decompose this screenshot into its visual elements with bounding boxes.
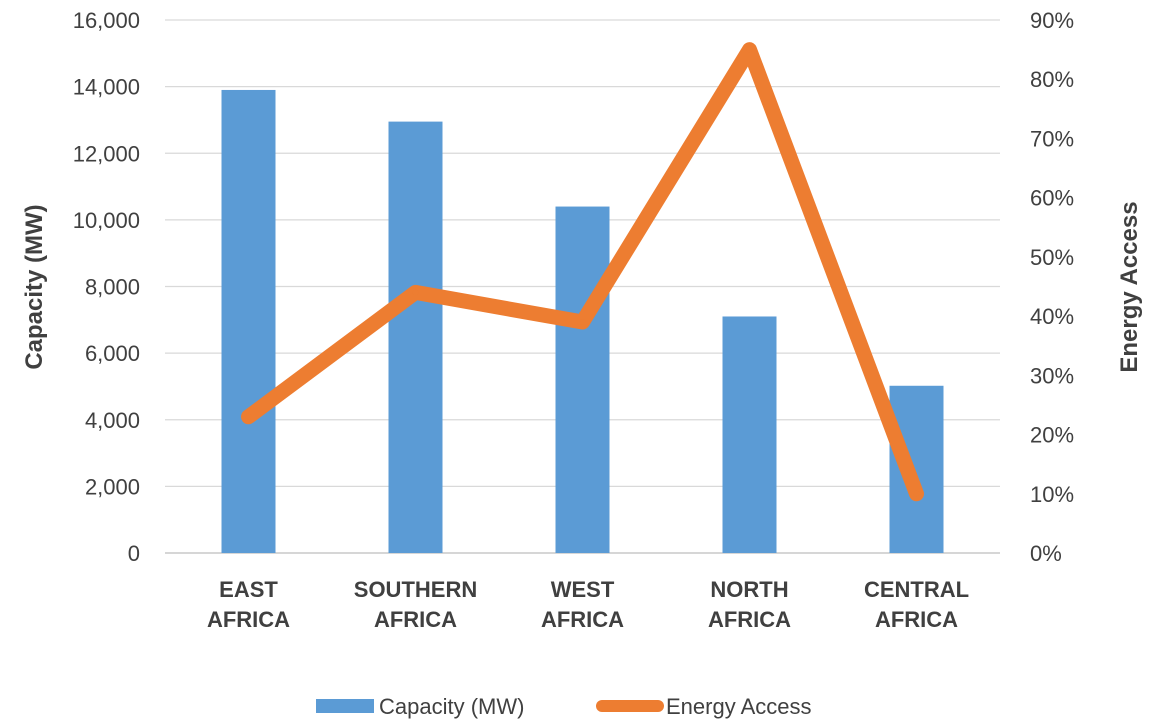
left-axis-ticks: 0 2,000 4,000 6,000 8,000 10,000 12,000 14,000 1…	[73, 8, 140, 566]
energy-access-point	[412, 289, 419, 296]
left-tick-label: 14,000	[73, 75, 140, 100]
left-tick-label: 16,000	[73, 8, 140, 33]
bar-capacity	[221, 89, 276, 554]
right-tick-label: 20%	[1030, 423, 1074, 448]
energy-access-line-layer	[241, 42, 924, 502]
left-tick-label: 6,000	[85, 341, 140, 366]
left-tick-label: 8,000	[85, 275, 140, 300]
right-tick-label: 90%	[1030, 8, 1074, 33]
bar-capacity	[388, 121, 443, 554]
energy-access-point	[245, 413, 252, 420]
legend-swatch-capacity	[316, 699, 374, 713]
left-tick-label: 2,000	[85, 474, 140, 499]
category-labels: EAST AFRICA SOUTHERN AFRICA WEST AFRICA NORTH A…	[207, 577, 969, 632]
energy-access-point	[579, 319, 586, 326]
capacity-bars	[221, 89, 944, 554]
category-label: EAST AFRICA	[207, 577, 290, 632]
right-tick-label: 60%	[1030, 186, 1074, 211]
category-label: NORTH AFRICA	[708, 577, 791, 632]
category-label: WEST AFRICA	[541, 577, 624, 632]
legend-label-capacity: Capacity (MW)	[379, 694, 524, 719]
category-label: SOUTHERN AFRICA	[354, 577, 477, 632]
legend: Capacity (MW) Energy Access	[316, 694, 812, 719]
bar-capacity	[555, 206, 610, 554]
left-axis-title: Capacity (MW)	[21, 204, 48, 369]
right-tick-label: 40%	[1030, 304, 1074, 329]
left-tick-label: 12,000	[73, 141, 140, 166]
left-tick-label: 0	[128, 541, 140, 566]
legend-label-energy-access: Energy Access	[666, 694, 812, 719]
right-tick-label: 70%	[1030, 126, 1074, 151]
bar-capacity	[722, 316, 777, 553]
right-tick-label: 0%	[1030, 541, 1062, 566]
energy-access-point	[913, 490, 920, 497]
category-label: CENTRAL AFRICA	[864, 577, 969, 632]
left-tick-label: 4,000	[85, 408, 140, 433]
left-tick-label: 10,000	[73, 208, 140, 233]
right-tick-label: 80%	[1030, 67, 1074, 92]
energy-access-point	[746, 46, 753, 53]
right-axis-ticks: 0% 10% 20% 30% 40% 50% 60% 70% 80% 90%	[1030, 8, 1074, 566]
right-tick-label: 30%	[1030, 363, 1074, 388]
right-tick-label: 50%	[1030, 245, 1074, 270]
right-axis-title: Energy Access	[1116, 201, 1143, 372]
bar-capacity	[889, 385, 944, 553]
right-tick-label: 10%	[1030, 482, 1074, 507]
